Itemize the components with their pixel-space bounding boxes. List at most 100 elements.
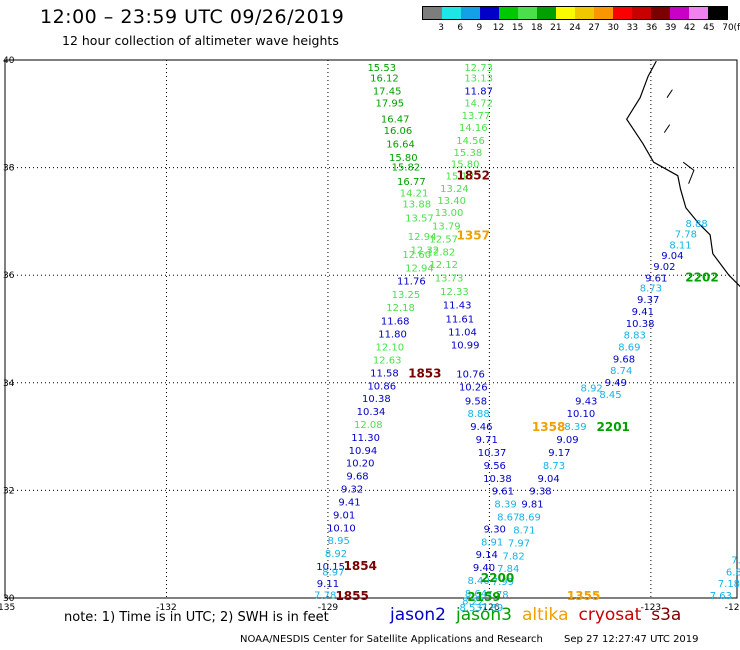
wave-height-reading: 8.39 xyxy=(564,422,586,433)
wave-height-reading: 9.56 xyxy=(484,461,506,472)
lat-tick-label: 36 xyxy=(3,271,15,281)
legend-swatch xyxy=(708,7,727,19)
legend-swatch xyxy=(651,7,670,19)
pass-time-label: 2159 xyxy=(467,590,500,604)
california-coastline xyxy=(625,60,740,288)
wave-height-reading: 7.45 xyxy=(731,556,740,567)
wave-height-reading: 8.69 xyxy=(618,343,640,354)
wave-height-reading: 10.20 xyxy=(346,459,375,470)
lat-tick-label: 38 xyxy=(3,164,15,174)
legend-swatch xyxy=(594,7,613,19)
wave-height-reading: 7.78 xyxy=(675,230,697,241)
wave-height-reading: 9.30 xyxy=(484,524,506,535)
legend-label: 6 xyxy=(457,23,464,33)
wave-height-reading: 9.09 xyxy=(556,435,578,446)
lat-tick-label: 34 xyxy=(3,379,15,389)
wave-height-reading: 9.41 xyxy=(632,307,654,318)
wave-height-reading: 12.32 xyxy=(411,246,440,257)
wave-height-reading: 7.18 xyxy=(718,579,740,590)
legend-label: 18 xyxy=(531,23,543,33)
wave-height-reading: 10.10 xyxy=(327,523,356,534)
pass-time-labels: 1852 1357 1853 1358 2201 2202 1854 1855 2200 2159… xyxy=(335,168,718,604)
satellite-jason2: jason2 xyxy=(390,605,446,625)
pass-time-label: 1357 xyxy=(457,229,490,243)
wave-height-reading: 13.79 xyxy=(432,221,461,232)
wave-height-reading: 13.25 xyxy=(392,290,421,301)
lon-tick-label: -135 xyxy=(0,603,15,613)
wave-height-reading: 13.24 xyxy=(440,184,469,195)
satellite-legend: jason2 jason3 altika cryosat s3a xyxy=(390,605,691,625)
wave-height-reading: 15.53 xyxy=(367,63,396,74)
legend-label: 45 xyxy=(703,23,715,33)
pass-time-label: 1853 xyxy=(408,366,441,380)
wave-height-reading: 8.64 xyxy=(465,589,487,600)
wave-height-reading: 9.71 xyxy=(476,435,498,446)
wave-height-reading: 14.21 xyxy=(400,189,429,200)
wave-height-reading: 15.82 xyxy=(392,162,421,173)
wave-height-reading: 11.68 xyxy=(381,317,410,328)
pass-time-label: 1355 xyxy=(567,589,600,603)
legend-label: 3 xyxy=(438,23,444,33)
pass-time-label: 2200 xyxy=(481,571,514,585)
wave-height-reading: 13.40 xyxy=(437,196,466,207)
axis-ticks: 40 38 36 34 32 30-135 -132 -129 -126 -123 -120 xyxy=(0,56,740,613)
lat-tick-label: 32 xyxy=(3,486,14,496)
legend-label: 21 xyxy=(550,23,562,33)
wave-height-reading: 16.64 xyxy=(386,140,415,151)
wave-height-reading: 10.15 xyxy=(316,562,345,573)
satellite-altika: altika xyxy=(522,605,569,625)
wave-height-reading: 8.83 xyxy=(624,331,646,342)
wave-height-reading: 10.38 xyxy=(362,394,391,405)
wave-height-reading: 12.82 xyxy=(427,247,456,258)
satellite-cryosat: cryosat xyxy=(578,605,642,625)
wave-height-reading: 7.89 xyxy=(481,603,503,614)
wave-height-reading: 9.11 xyxy=(317,579,339,590)
wave-height-reading: 10.10 xyxy=(567,409,596,420)
wave-height-reading: 12.94 xyxy=(405,263,434,274)
wave-height-reading: 11.61 xyxy=(445,315,474,326)
wave-height-reading: 17.95 xyxy=(376,98,405,109)
map-subtitle: 12 hour collection of altimeter wave hei… xyxy=(62,33,339,48)
wave-height-reading: 11.80 xyxy=(378,330,407,341)
wave-height-reading: 12.60 xyxy=(402,250,431,261)
wave-height-reading: 8.67 xyxy=(497,513,519,524)
wave-height-reading: 10.76 xyxy=(456,369,485,380)
pass-time-label: 2201 xyxy=(597,420,630,434)
legend-label: 15 xyxy=(511,23,524,33)
wave-height-reading: 9.04 xyxy=(537,474,559,485)
wave-height-reading: 8.53 xyxy=(459,603,481,614)
wave-height-reading: 9.17 xyxy=(548,448,570,459)
legend-swatch xyxy=(689,7,708,19)
wave-height-reading: 10.34 xyxy=(357,407,386,418)
coastline xyxy=(625,60,740,288)
lat-lon-grid xyxy=(5,60,737,598)
wave-height-reading: 14.16 xyxy=(459,123,488,134)
legend-swatch xyxy=(518,7,537,19)
lon-tick-label: -129 xyxy=(318,603,339,613)
inland-water-outline xyxy=(663,124,671,133)
wave-height-reading: 10.38 xyxy=(483,474,512,485)
credits-timestamp: Sep 27 12:27:47 UTC 2019 xyxy=(564,634,699,645)
wave-height-reading: 11.58 xyxy=(370,368,399,379)
wave-height-reading: 9.04 xyxy=(661,251,683,262)
wave-height-reading: 16.77 xyxy=(397,177,426,188)
legend-label: 70 xyxy=(722,23,734,33)
legend-label: 9 xyxy=(476,23,483,33)
pass-time-label: 1854 xyxy=(344,559,377,573)
wave-height-reading: 7.63 xyxy=(710,591,732,602)
wave-height-reading: 12.73 xyxy=(464,63,493,74)
wave-height-reading: 11.87 xyxy=(464,86,493,97)
pass-time-label: 1358 xyxy=(532,420,565,434)
legend-swatch xyxy=(423,7,442,19)
legend-unit: (ft) xyxy=(733,23,740,33)
lon-tick-label: -132 xyxy=(156,603,176,613)
wave-height-reading: 13.73 xyxy=(435,274,464,285)
legend-swatch xyxy=(499,7,518,19)
pass-time-label: 1855 xyxy=(335,589,368,603)
legend-label: 39 xyxy=(664,23,677,33)
wave-height-reading: 9.02 xyxy=(653,262,675,273)
legend-label: 42 xyxy=(684,23,696,33)
